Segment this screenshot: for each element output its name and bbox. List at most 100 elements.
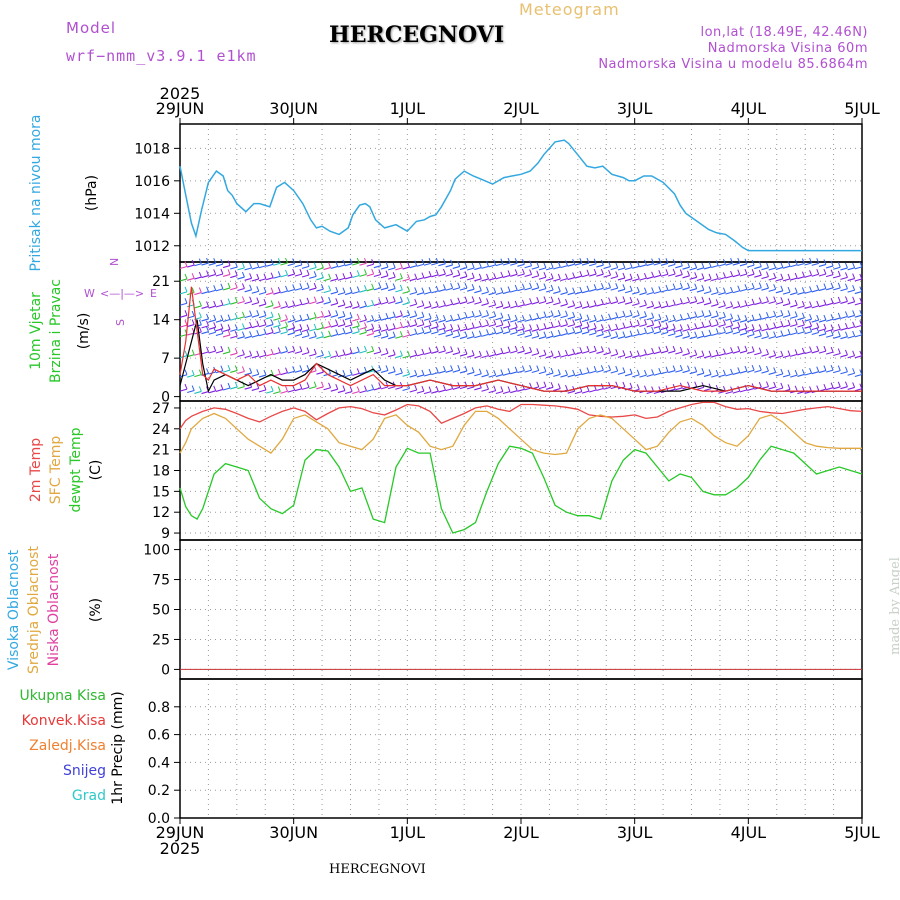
wind-barb-flag [184,261,188,267]
wind-barb-flag [615,365,619,372]
wind-barb-flag [557,369,561,375]
wind-barb [574,373,582,377]
wind-barb [366,333,374,337]
wind-barb [725,331,733,335]
wind-barb [380,352,389,356]
xtick-label-bottom: 3JUL [617,823,653,842]
wind-barb-flag [852,350,856,356]
cloud-ytick-label: 50 [152,603,170,619]
wind-barb [395,267,403,271]
wind-barb [179,314,188,318]
wind-barb [409,315,417,319]
wind-barb [301,274,310,278]
wind-barb-flag [708,286,712,292]
wind-barb-flag [823,383,827,390]
wind-barb-flag [306,347,310,353]
wind-barb [330,388,338,392]
wind-barb-flag [536,296,540,303]
wind-barb [344,374,353,378]
wind-barb [416,374,425,378]
wind-barb [230,369,238,373]
cloud-mid-ylabel: Srednja Oblacnost [26,546,42,674]
wind-barb-flag [385,365,389,371]
wind-barb [502,262,511,266]
wind-barb [459,386,468,390]
wind-barb-flag [378,346,382,353]
wind-barb-flag [486,273,489,280]
wind-barb-flag [600,346,604,352]
wind-barb-flag [500,312,504,318]
wind-barb-flag [414,328,418,334]
wind-barb [804,318,812,322]
wind-barb-flag [565,319,568,325]
wind-barb-flag [299,323,303,330]
wind-barb-flag [615,282,619,289]
wind-barb [790,332,798,336]
wind-barb [624,278,633,282]
wind-barb-flag [364,300,367,307]
wind-barb-flag [399,296,403,302]
wind-barb [660,371,669,375]
wind-barb [280,326,288,330]
wind-barb-flag [780,320,784,327]
wind-barb [567,292,575,296]
wind-barb-flag [486,329,489,335]
wind-barb [761,316,769,320]
wind-barb [222,287,231,291]
wind-barb [187,389,195,394]
wind-barb [474,325,482,329]
wind-barb [545,267,554,271]
wind-barb-flag [349,287,353,293]
wind-barb [495,374,504,378]
wind-barb-flag [550,310,554,316]
wind-barb-flag [837,262,841,268]
wind-barb-flag [852,382,856,388]
wind-barb-flag [737,285,741,291]
wind-barb-flag [249,296,253,302]
wind-barb [725,391,733,395]
wind-barb-flag [586,385,590,392]
xtick-label-bottom: 5JUL [844,823,880,842]
wind-barb-flag [622,350,626,356]
wind-barb [380,386,389,390]
wind-barb [567,316,575,320]
wind-barb-flag [507,320,511,327]
xtick-label-top: 5JUL [844,99,880,118]
wind-barb-flag [313,381,317,387]
wind-barb-flag [766,365,769,372]
wind-barb [818,288,827,292]
wind-barb-flag [830,260,834,267]
wind-barb-flag [643,287,647,293]
wind-barb [467,288,475,292]
wind-barb-flag [837,348,841,354]
wind-barb [811,327,819,331]
wind-barb-flag [557,383,561,389]
wind-barb-flag [385,348,389,354]
wind-barb-flag [622,272,626,279]
wind-barb [208,273,216,277]
wind-barb-flag [320,381,324,387]
wind-barb-flag [658,313,662,320]
wind-barb-flag [206,346,210,353]
wind-barb [854,302,862,306]
wind-barb [366,273,374,277]
wind-barb-flag [529,382,533,389]
wind-barb-flag [859,383,863,389]
wind-barb [589,350,597,354]
wind-barb-flag [486,369,489,376]
wind-barb [790,323,798,328]
wind-barb [617,277,626,281]
wind-barb-flag [773,322,777,328]
wind-barb-flag [837,331,841,337]
wind-barb [754,352,762,356]
wind-barb [294,333,303,337]
wind-barb [481,291,489,295]
wind-barb-flag [608,261,612,267]
wind-barb-flag [701,382,705,388]
wind-barb [596,273,604,277]
wind-barb [632,333,640,337]
wind-barb [488,332,496,336]
wind-barb-flag [399,331,403,337]
wind-barb-flag [737,321,741,328]
